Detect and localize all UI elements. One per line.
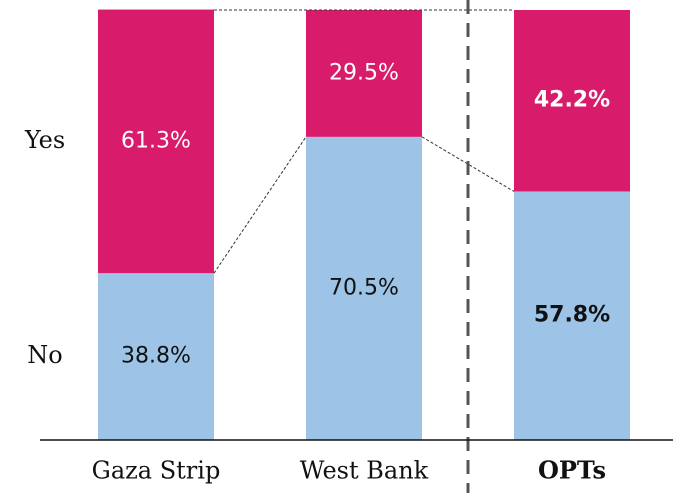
data-label: 38.8% [121,344,191,369]
bar-segment [98,273,214,440]
x-tick-label: West Bank [300,457,429,485]
x-tick-label: OPTs [538,456,606,485]
x-tick-label: Gaza Strip [92,457,221,485]
data-label: 61.3% [121,128,191,153]
bar-segment [306,136,422,440]
bar-segment [514,10,630,192]
bar-segment [306,10,422,137]
connector [213,136,307,274]
data-label: 57.8% [534,303,610,328]
bar-segment [514,191,630,440]
data-label: 42.2% [534,88,610,113]
series-label: Yes [24,126,65,154]
bar-segment [98,9,214,274]
series-label: No [27,341,62,369]
data-label: 70.5% [329,275,399,300]
connector [421,136,515,192]
data-label: 29.5% [329,60,399,85]
